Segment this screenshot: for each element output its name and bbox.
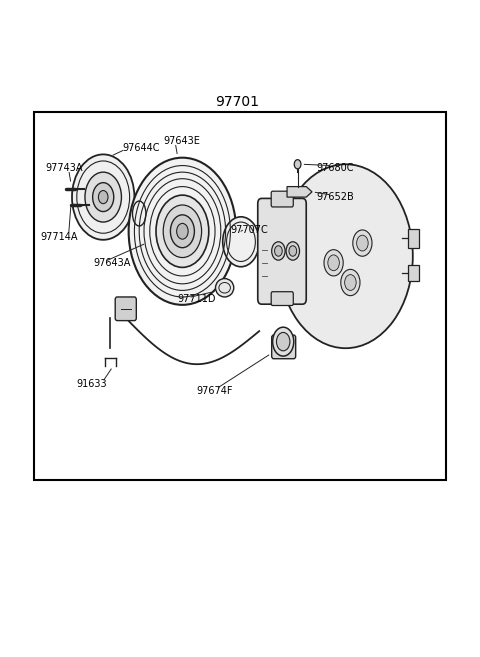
Circle shape <box>177 223 188 239</box>
Circle shape <box>357 235 368 251</box>
FancyBboxPatch shape <box>271 292 293 306</box>
Text: 97680C: 97680C <box>317 162 354 173</box>
Circle shape <box>328 255 339 271</box>
Text: 97707C: 97707C <box>230 225 268 235</box>
Text: 97643A: 97643A <box>94 258 131 268</box>
Circle shape <box>93 183 114 212</box>
FancyBboxPatch shape <box>271 191 293 207</box>
Circle shape <box>156 195 209 267</box>
Text: 97643E: 97643E <box>163 136 200 147</box>
FancyBboxPatch shape <box>408 229 419 248</box>
Circle shape <box>341 269 360 296</box>
Circle shape <box>294 160 301 169</box>
Circle shape <box>278 164 413 348</box>
Circle shape <box>275 246 282 256</box>
Circle shape <box>276 332 290 351</box>
Text: 97743A: 97743A <box>46 162 83 173</box>
FancyBboxPatch shape <box>272 335 296 359</box>
Circle shape <box>272 242 285 260</box>
FancyBboxPatch shape <box>258 198 306 304</box>
Circle shape <box>170 215 194 248</box>
Text: 97711D: 97711D <box>178 294 216 304</box>
Text: 97644C: 97644C <box>122 143 160 153</box>
Circle shape <box>345 275 356 290</box>
Circle shape <box>98 191 108 204</box>
Polygon shape <box>287 187 312 197</box>
Circle shape <box>273 327 294 356</box>
FancyBboxPatch shape <box>115 297 136 321</box>
Bar <box>34 112 446 480</box>
Circle shape <box>286 242 300 260</box>
Circle shape <box>163 205 202 258</box>
Text: 97701: 97701 <box>216 95 260 109</box>
Circle shape <box>129 158 236 305</box>
Text: 97652B: 97652B <box>317 192 355 202</box>
Ellipse shape <box>216 279 234 297</box>
Text: 91633: 91633 <box>77 379 108 390</box>
Text: 97674F: 97674F <box>197 386 233 396</box>
Circle shape <box>223 217 259 267</box>
Circle shape <box>324 250 343 276</box>
FancyBboxPatch shape <box>408 265 419 281</box>
Circle shape <box>353 230 372 256</box>
Circle shape <box>85 172 121 222</box>
Circle shape <box>289 246 297 256</box>
Circle shape <box>72 154 134 240</box>
Text: 97714A: 97714A <box>41 231 78 242</box>
